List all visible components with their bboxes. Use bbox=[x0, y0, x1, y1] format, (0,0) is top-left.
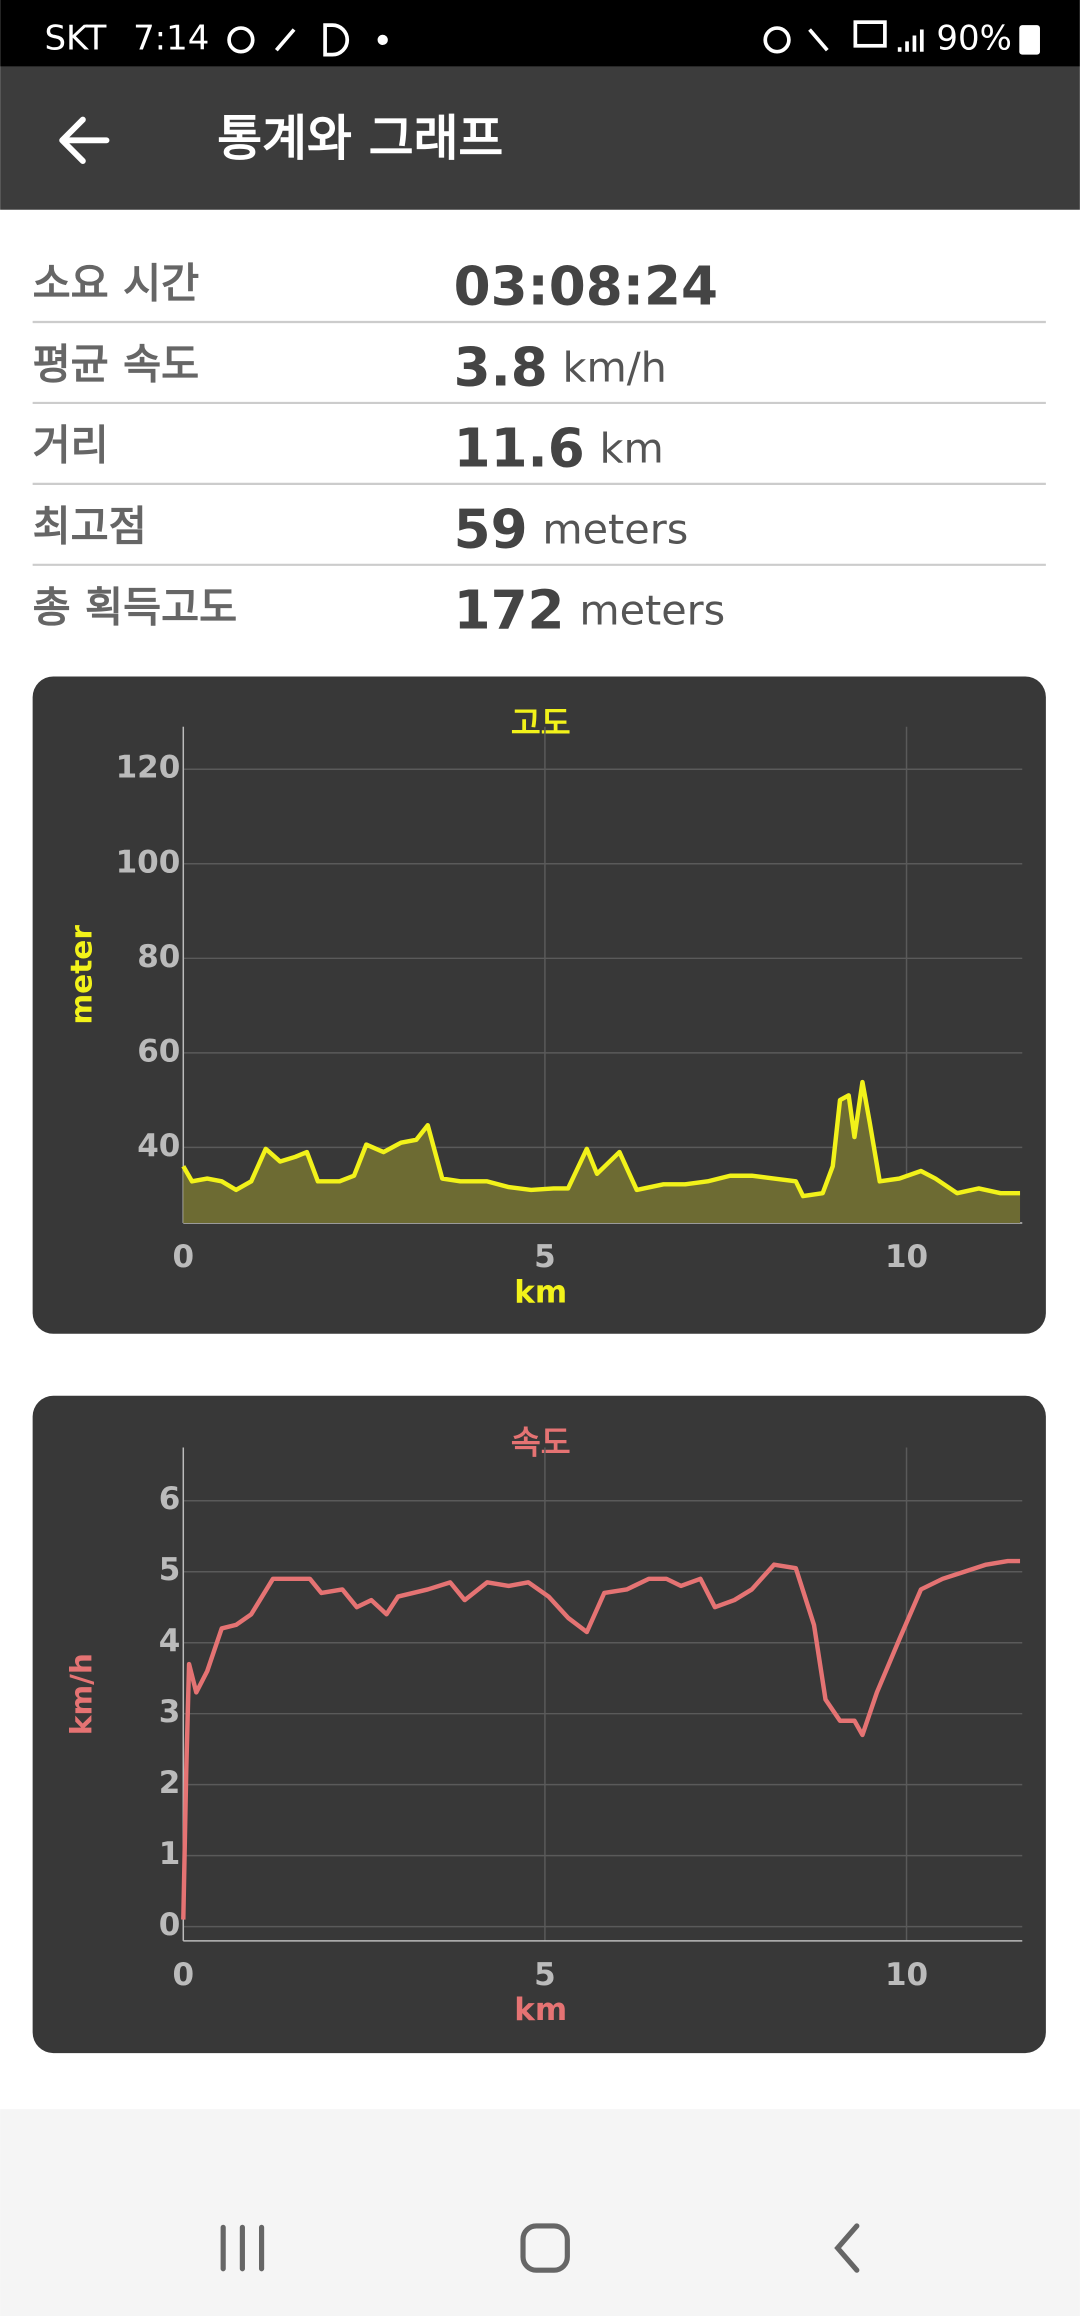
x-tick-label: 5 bbox=[534, 1239, 556, 1275]
x-tick-label: 10 bbox=[885, 1239, 928, 1275]
stat-label: 소요 시간 bbox=[33, 260, 200, 308]
stat-label: 총 획득고도 bbox=[33, 583, 238, 631]
carrier: SKT bbox=[44, 18, 106, 58]
chart-title: 고도 bbox=[511, 704, 571, 742]
stat-value-row: 3.8 km/h bbox=[454, 336, 667, 398]
y-tick-label: 80 bbox=[137, 939, 180, 975]
stat-label: 거리 bbox=[33, 421, 109, 469]
stat-value: 172 bbox=[454, 579, 565, 641]
dot-icon bbox=[377, 34, 388, 46]
data-line bbox=[181, 1558, 1021, 1920]
status-bar bbox=[0, 0, 1080, 67]
app-bar bbox=[0, 66, 1080, 210]
area-fill bbox=[183, 1082, 1021, 1223]
home-button[interactable] bbox=[520, 2223, 570, 2273]
stat-value: 03:08:24 bbox=[454, 255, 718, 317]
stat-unit: meters bbox=[542, 505, 688, 553]
y-tick-label: 5 bbox=[159, 1552, 181, 1588]
battery-level: 90% bbox=[936, 18, 1012, 58]
y-tick-label: 0 bbox=[159, 1907, 181, 1943]
recent-apps-button[interactable] bbox=[220, 2224, 265, 2272]
stat-label: 최고점 bbox=[33, 502, 147, 550]
y-tick-label: 100 bbox=[116, 844, 181, 880]
stat-value: 11.6 bbox=[454, 417, 585, 479]
stat-unit: km bbox=[600, 424, 664, 472]
y-axis-label: km/h bbox=[64, 1653, 98, 1735]
chart-panel bbox=[32, 1395, 1046, 2054]
stat-value-row: 03:08:24 bbox=[454, 255, 718, 317]
chart-panel bbox=[32, 676, 1046, 1334]
chart-title: 속도 bbox=[511, 1424, 571, 1462]
stat-value: 3.8 bbox=[454, 336, 548, 398]
stat-label: 평균 속도 bbox=[33, 340, 200, 388]
y-tick-label: 60 bbox=[137, 1033, 180, 1069]
y-axis-label: meter bbox=[64, 925, 98, 1025]
nav-bar bbox=[0, 2109, 1080, 2316]
stat-value-row: 11.6 km bbox=[454, 417, 664, 479]
x-axis-label: km bbox=[514, 1992, 567, 2028]
y-tick-label: 120 bbox=[116, 750, 181, 786]
nav-icons bbox=[220, 2223, 860, 2273]
x-tick-label: 0 bbox=[173, 1239, 195, 1275]
stat-unit: km/h bbox=[563, 343, 667, 391]
x-axis-label: km bbox=[514, 1274, 567, 1310]
y-tick-label: 1 bbox=[159, 1836, 181, 1872]
y-tick-label: 6 bbox=[159, 1481, 181, 1517]
x-tick-label: 10 bbox=[885, 1957, 928, 1993]
y-tick-label: 4 bbox=[159, 1623, 181, 1659]
stat-value-row: 59 meters bbox=[454, 498, 689, 560]
back-nav-button[interactable] bbox=[834, 2223, 860, 2273]
y-tick-label: 3 bbox=[159, 1694, 181, 1730]
data-line bbox=[181, 1079, 1021, 1199]
y-tick-label: 40 bbox=[137, 1128, 180, 1164]
clock: 7:14 bbox=[133, 18, 209, 58]
back-button[interactable] bbox=[59, 116, 110, 164]
stat-unit: meters bbox=[579, 586, 725, 634]
stat-value: 59 bbox=[454, 498, 528, 560]
battery-icon bbox=[1019, 25, 1040, 55]
app-title: 통계와 그래프 bbox=[217, 111, 503, 167]
x-tick-label: 5 bbox=[534, 1957, 556, 1993]
status-icons bbox=[227, 20, 924, 57]
y-tick-label: 2 bbox=[159, 1765, 181, 1801]
stat-value-row: 172 meters bbox=[454, 579, 726, 641]
x-tick-label: 0 bbox=[173, 1957, 195, 1993]
